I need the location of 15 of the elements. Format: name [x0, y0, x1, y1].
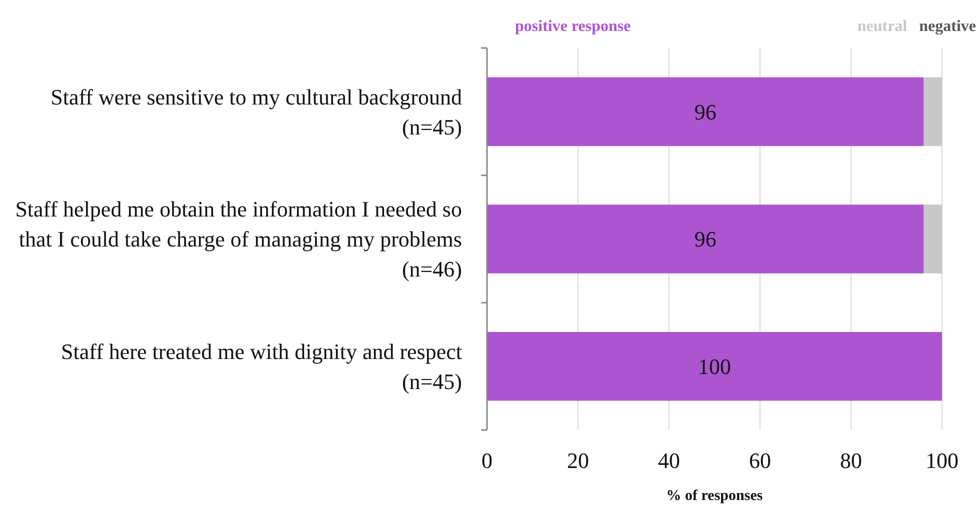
x-tick-label: 80 [840, 448, 862, 473]
text: positive response [515, 18, 631, 35]
legend-label: negative [919, 18, 976, 35]
y-tick-label: Staff here treated me with dignity and respect (n=45) [61, 339, 462, 394]
data-label: 96 [694, 99, 716, 124]
x-tick-label: 100 [926, 448, 958, 473]
data-label: 96 [694, 226, 716, 252]
x-tick-label: 20 [567, 448, 589, 473]
x-tick-label: 60 [749, 448, 771, 473]
x-tick-label: 40 [658, 448, 680, 473]
x-axis-title: % of responses [666, 488, 763, 504]
y-tick-label: Staff helped me obtain the information I needed so that I could take charge of managing my problems (n=46) [15, 196, 462, 282]
data-label: 100 [698, 354, 731, 380]
x-tick-label: 0 [482, 448, 492, 473]
y-tick-label: Staff were sensitive to my cultural background (n=45) [50, 84, 462, 140]
